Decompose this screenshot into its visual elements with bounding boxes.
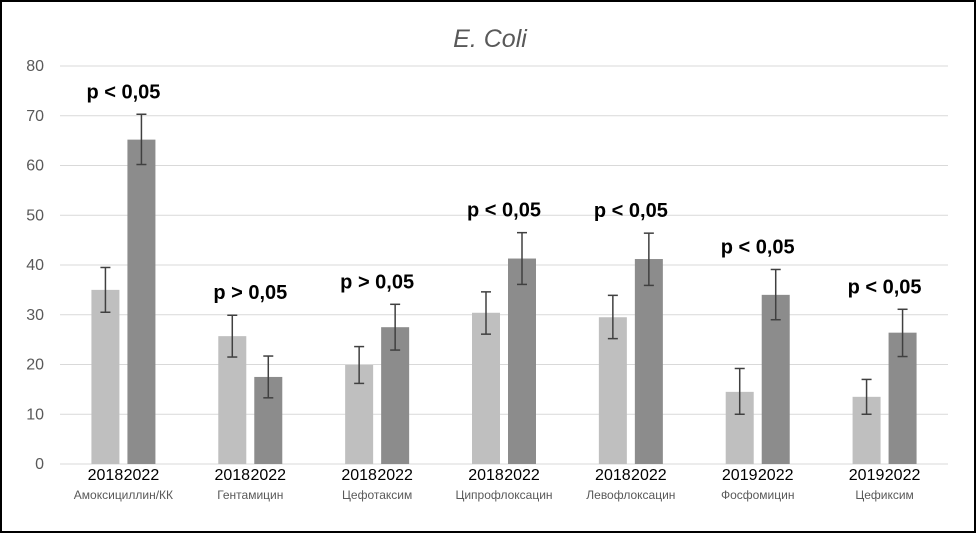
year-label: 2022 [250, 467, 286, 484]
y-tick-label: 30 [26, 307, 44, 324]
y-tick-label: 70 [26, 108, 44, 125]
y-tick-label: 10 [26, 406, 44, 423]
year-label: 2018 [595, 467, 631, 484]
y-tick-label: 50 [26, 207, 44, 224]
year-label: 2018 [88, 467, 124, 484]
year-label: 2018 [214, 467, 250, 484]
bar [127, 139, 156, 464]
year-label: 2022 [758, 467, 794, 484]
year-label: 2018 [341, 467, 377, 484]
year-label: 2022 [631, 467, 667, 484]
p-value-annotations: p < 0,05 p > 0,05 p > 0,05 p < 0,05 p < 0,05… [86, 81, 921, 304]
p-value-label: p < 0,05 [86, 81, 160, 103]
p-value-label: p > 0,05 [213, 282, 287, 304]
y-tick-label: 40 [26, 257, 44, 274]
gridlines [60, 65, 948, 465]
p-value-label: p < 0,05 [467, 200, 541, 222]
year-label: 2019 [849, 467, 885, 484]
bars [91, 139, 917, 464]
bar [598, 317, 627, 464]
y-axis-ticks: 0 10 20 30 40 50 60 70 80 [26, 58, 44, 473]
year-label: 2018 [468, 467, 504, 484]
y-tick-label: 60 [26, 158, 44, 175]
error-bars [100, 113, 908, 415]
year-label: 2019 [722, 467, 758, 484]
group-label: Ципрофлоксацин [455, 488, 552, 502]
bar [634, 259, 663, 464]
group-label: Амоксициллин/КК [74, 488, 173, 502]
bar [508, 258, 536, 464]
year-label: 2022 [504, 467, 540, 484]
bar [472, 312, 500, 464]
group-label: Гентамицин [217, 488, 283, 502]
p-value-label: p < 0,05 [848, 276, 922, 298]
p-value-label: p < 0,05 [721, 236, 795, 258]
y-tick-label: 0 [35, 456, 44, 473]
year-label: 2022 [885, 467, 921, 484]
year-label: 2022 [377, 467, 413, 484]
bar [761, 294, 790, 464]
group-label: Левофлоксацин [586, 488, 675, 502]
y-tick-label: 20 [26, 357, 44, 374]
p-value-label: p > 0,05 [340, 271, 414, 293]
group-label: Цефотаксим [342, 488, 412, 502]
bar [91, 289, 120, 464]
year-label: 2022 [124, 467, 160, 484]
group-label: Цефиксим [855, 488, 913, 502]
p-value-label: p < 0,05 [594, 200, 668, 222]
y-tick-label: 80 [26, 58, 44, 75]
group-label: Фосфомицин [721, 488, 795, 502]
chart-title: E. Coli [453, 25, 528, 53]
